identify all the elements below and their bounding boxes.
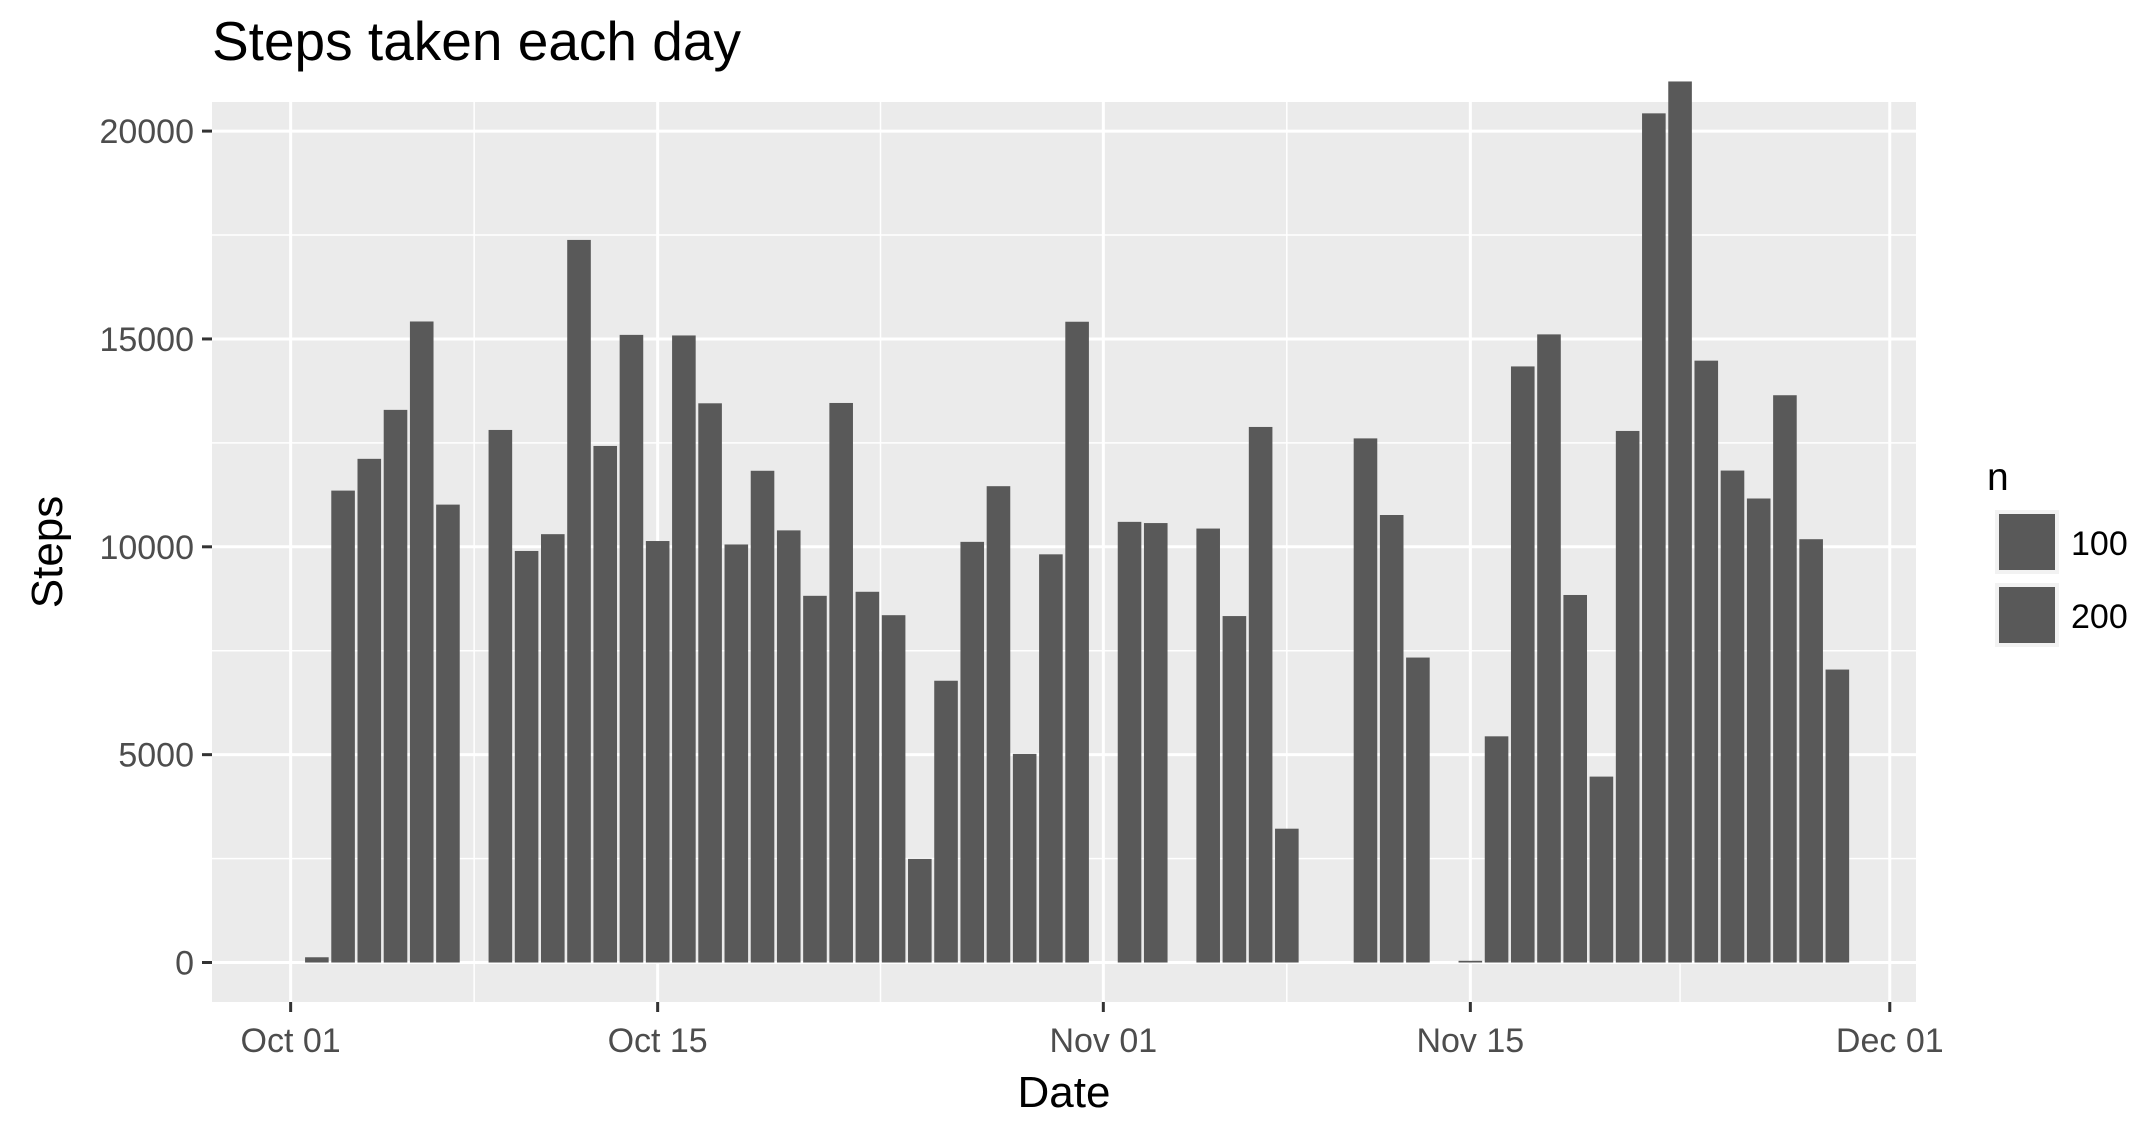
x-axis-title: Date [1018, 1068, 1111, 1117]
bar [986, 486, 1011, 963]
x-tick-label: Nov 15 [1416, 1022, 1524, 1060]
bar [1694, 360, 1719, 963]
bar [776, 530, 801, 963]
legend-swatch [1999, 514, 2055, 570]
bar [1406, 657, 1430, 963]
bar [724, 544, 749, 963]
bar [1012, 753, 1037, 963]
bar [1379, 515, 1404, 963]
bar [1458, 960, 1483, 963]
bar [855, 591, 880, 963]
legend-title: n [1987, 456, 2009, 499]
bar [1642, 113, 1666, 963]
bar [1484, 736, 1509, 963]
y-axis: 0 5000 10000 15000 20000 [99, 113, 212, 983]
bar [1039, 554, 1063, 963]
bar [1773, 395, 1797, 963]
bar [934, 680, 958, 963]
bar [541, 534, 565, 963]
x-tick-label: Nov 01 [1049, 1022, 1157, 1060]
bar [1746, 498, 1771, 963]
bar [1275, 828, 1299, 963]
y-axis-title: Steps [23, 496, 72, 609]
bar [1563, 594, 1587, 963]
legend: n 100 200 [1987, 456, 2128, 647]
bar [1117, 521, 1142, 963]
bar [881, 615, 906, 963]
bar [409, 321, 434, 963]
bar [1825, 669, 1850, 963]
legend-key-200: 200 [1995, 583, 2128, 647]
legend-swatch [1999, 587, 2055, 643]
bar [803, 595, 827, 963]
bar [1510, 366, 1535, 963]
bar [908, 858, 932, 963]
bars [305, 81, 1850, 963]
bar [1668, 81, 1692, 963]
bar [698, 403, 722, 963]
bar [750, 470, 775, 963]
bar [1222, 616, 1247, 963]
y-tick-label: 10000 [99, 529, 194, 567]
bar [1065, 321, 1089, 963]
bar [1537, 334, 1561, 963]
bar [514, 550, 539, 963]
x-tick-label: Dec 01 [1836, 1022, 1944, 1060]
bar [1353, 438, 1378, 963]
bar [1799, 539, 1823, 963]
bar [488, 429, 513, 963]
bar [1720, 470, 1745, 963]
y-tick-label: 20000 [99, 113, 194, 151]
bar [331, 490, 355, 963]
bar [619, 334, 644, 963]
y-tick-label: 5000 [118, 737, 194, 775]
bar [1589, 776, 1614, 963]
y-tick-label: 15000 [99, 321, 194, 359]
bar [645, 541, 670, 963]
legend-label-200: 200 [2071, 598, 2128, 636]
legend-label-100: 100 [2071, 525, 2128, 563]
bar [436, 504, 460, 963]
bar [672, 335, 696, 963]
y-tick-label: 0 [175, 945, 194, 983]
bar [1196, 528, 1220, 963]
bar [1615, 430, 1640, 963]
bar [1248, 426, 1273, 963]
x-tick-label: Oct 01 [241, 1022, 341, 1060]
legend-key-100: 100 [1995, 510, 2128, 574]
bar [357, 458, 382, 963]
x-tick-label: Oct 15 [608, 1022, 708, 1060]
bar [593, 445, 618, 963]
bar [567, 239, 591, 963]
chart-title: Steps taken each day [212, 10, 741, 72]
x-axis: Oct 01 Oct 15 Nov 01 Nov 15 Dec 01 [241, 1002, 1944, 1060]
bar [305, 957, 329, 963]
bar [1143, 523, 1168, 963]
bar [383, 409, 408, 963]
bar [829, 402, 853, 963]
bar [960, 541, 985, 963]
